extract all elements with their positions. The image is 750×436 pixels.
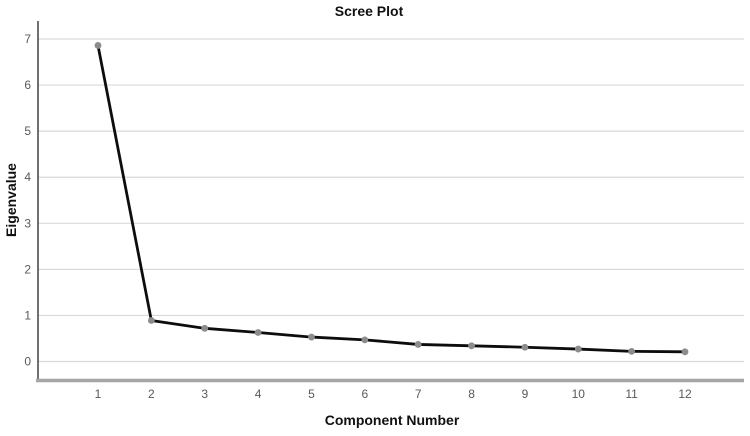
y-tick-label: 2 — [24, 262, 31, 276]
x-tick-label: 1 — [95, 387, 102, 401]
x-tick-label: 11 — [625, 387, 638, 401]
data-point-marker — [308, 333, 315, 341]
x-tick-label: 6 — [361, 387, 368, 401]
data-point-marker — [254, 329, 262, 336]
data-point-marker — [94, 42, 102, 49]
data-point-marker — [574, 345, 582, 353]
x-tick-label: 9 — [522, 387, 529, 401]
y-tick-label: 1 — [24, 308, 31, 322]
chart-title: Scree Plot — [334, 3, 404, 19]
x-axis-title: Component Number — [324, 412, 460, 428]
x-tick-label: 4 — [255, 387, 262, 401]
x-tick-label: 2 — [148, 387, 155, 401]
data-point-marker — [521, 343, 529, 351]
data-point-marker — [414, 341, 422, 348]
y-tick-label: 7 — [24, 32, 31, 46]
x-tick-label: 10 — [572, 387, 586, 401]
y-axis-title: Eigenvalue — [3, 163, 19, 237]
y-tick-label: 6 — [24, 78, 31, 92]
x-tick-label: 8 — [468, 387, 475, 401]
y-tick-label: 3 — [24, 216, 31, 230]
y-tick-label: 0 — [24, 355, 31, 369]
data-point-marker — [681, 348, 689, 356]
x-tick-label: 7 — [415, 387, 422, 401]
eigenvalue-line — [96, 45, 686, 354]
x-tick-label: 5 — [308, 387, 315, 401]
data-point-marker — [201, 324, 209, 332]
data-point-marker — [468, 342, 475, 350]
data-point-marker — [147, 317, 155, 324]
x-tick-label: 12 — [678, 387, 692, 401]
data-point-marker — [361, 336, 369, 344]
x-tick-label: 3 — [201, 387, 208, 401]
y-tick-label: 4 — [24, 170, 31, 184]
y-tick-label: 5 — [24, 124, 31, 138]
data-point-marker — [628, 347, 636, 355]
